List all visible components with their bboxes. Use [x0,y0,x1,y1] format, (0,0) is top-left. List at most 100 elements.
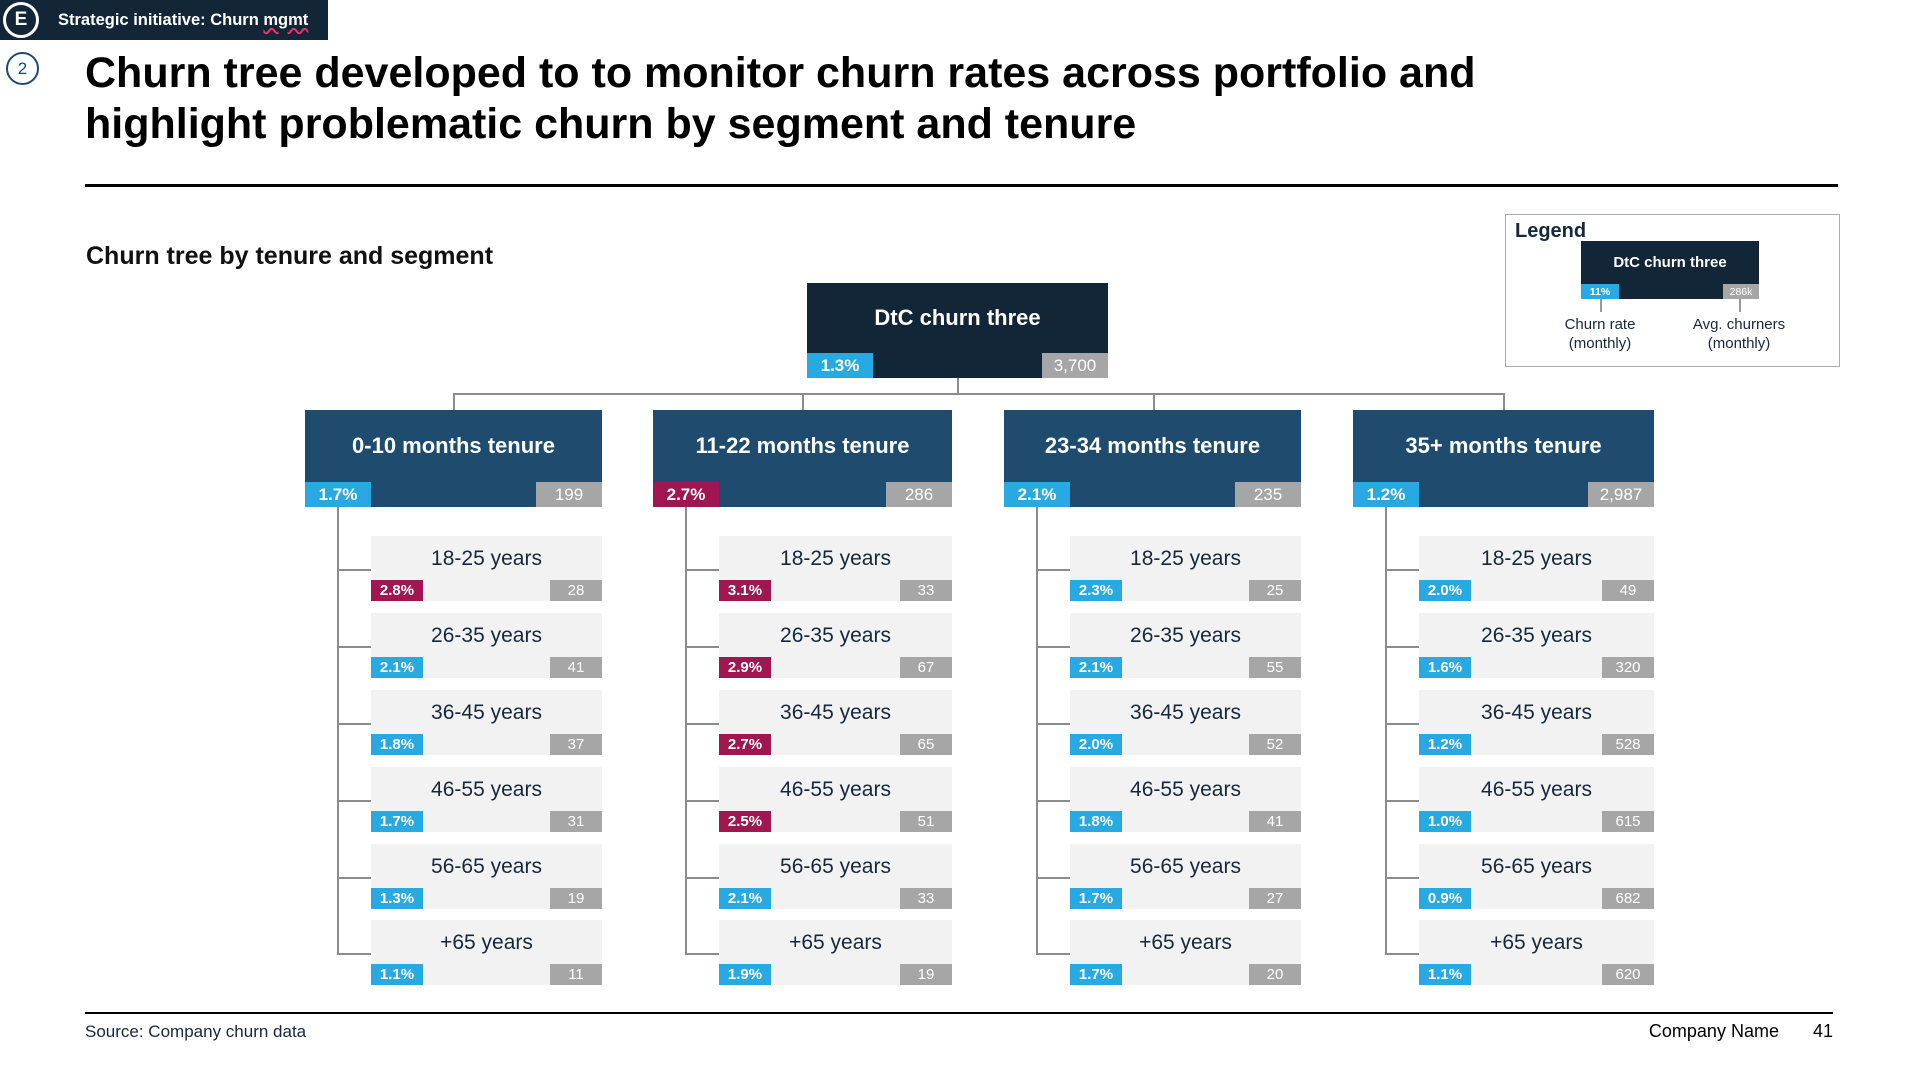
branch-label: 0-10 months tenure [352,433,555,458]
connector-line [1036,507,1038,955]
leaf-label: 26-35 years [1481,624,1592,647]
leaf-node: 56-65 years 1.3% 19 [371,844,602,909]
leaf-churners-badge: 55 [1249,657,1301,678]
legend-tick-line [1600,299,1602,312]
leaf-churners-badge: 620 [1602,964,1654,985]
leaf-churn-rate-badge: 2.1% [371,657,423,678]
chart-heading: Churn tree by tenure and segment [86,242,494,270]
legend-box: Legend DtC churn three 11% 286k Churn ra… [1505,214,1840,367]
leaf-node: 36-45 years 2.7% 65 [719,690,952,755]
leaf-churners-badge: 49 [1602,580,1654,601]
leaf-churners-badge: 51 [900,811,952,832]
branch-header: 35+ months tenure 1.2% 2,987 [1353,410,1654,507]
leaf-label: 56-65 years [780,855,891,878]
connector-line [685,723,719,725]
leaf-label: 46-55 years [1481,778,1592,801]
banner-title-misspelled-word: mgmt [263,10,309,29]
leaf-churners-badge: 37 [550,734,602,755]
leaf-churn-rate-badge: 1.7% [371,811,423,832]
leaf-churners-badge: 28 [550,580,602,601]
legend-tick-line [1739,299,1741,312]
connector-line [1036,569,1070,571]
leaf-node: 46-55 years 1.0% 615 [1419,767,1654,832]
leaf-node: 26-35 years 2.1% 55 [1070,613,1301,678]
leaf-churn-rate-badge: 1.9% [719,964,771,985]
leaf-churners-badge: 33 [900,580,952,601]
leaf-node: 36-45 years 1.8% 37 [371,690,602,755]
leaf-churn-rate-badge: 2.0% [1070,734,1122,755]
page-title-line1: Churn tree developed to to monitor churn… [85,49,1476,97]
legend-title: Legend [1515,220,1587,242]
root-node: DtC churn three 1.3% 3,700 [807,283,1108,378]
branch-churners-badge: 235 [1235,482,1301,507]
branch-churners-badge: 2,987 [1588,482,1654,507]
leaf-churners-badge: 25 [1249,580,1301,601]
leaf-churners-badge: 41 [550,657,602,678]
leaf-node: 46-55 years 1.7% 31 [371,767,602,832]
leaf-label: 56-65 years [1130,855,1241,878]
legend-churners-caption-line2: (monthly) [1707,335,1771,352]
leaf-churners-badge: 65 [900,734,952,755]
leaf-node: 36-45 years 2.0% 52 [1070,690,1301,755]
connector-line [1385,877,1419,879]
connector-line [1503,393,1505,411]
leaf-node: +65 years 1.7% 20 [1070,920,1301,985]
connector-line [337,507,339,955]
leaf-label: 18-25 years [780,547,891,570]
connector-line [337,646,371,648]
legend-churners-badge: 286k [1723,284,1759,299]
leaf-churn-rate-badge: 1.8% [1070,811,1122,832]
connector-line [1036,646,1070,648]
leaf-churn-rate-badge: 3.1% [719,580,771,601]
leaf-node: 46-55 years 2.5% 51 [719,767,952,832]
leaf-label: 26-35 years [780,624,891,647]
leaf-churners-badge: 27 [1249,888,1301,909]
connector-line [1385,569,1419,571]
root-churners-badge: 3,700 [1042,353,1108,378]
company-name: Company Name [1648,1021,1779,1041]
legend-rate-caption-line2: (monthly) [1568,335,1632,352]
branch-churn-rate-badge: 1.7% [305,482,371,507]
leaf-churn-rate-badge: 2.8% [371,580,423,601]
leaf-node: 56-65 years 1.7% 27 [1070,844,1301,909]
source-note: Source: Company churn data [85,1022,307,1041]
leaf-churners-badge: 11 [550,964,602,985]
leaf-node: +65 years 1.1% 11 [371,920,602,985]
page-title-line2: highlight problematic churn by segment a… [85,100,1137,148]
header-banner: Strategic initiative: Churn mgmt [0,0,329,40]
connector-line [685,800,719,802]
connector-line [1036,877,1070,879]
branch-churn-rate-badge: 2.7% [653,482,719,507]
leaf-churn-rate-badge: 1.8% [371,734,423,755]
leaf-label: +65 years [1139,931,1232,954]
branch-node-11-22-months: 11-22 months tenure 2.7% 286 18-25 years… [653,410,952,1010]
connector-line [1385,646,1419,648]
leaf-label: 46-55 years [431,778,542,801]
leaf-churn-rate-badge: 1.0% [1419,811,1471,832]
leaf-churners-badge: 31 [550,811,602,832]
legend-sample-node-label: DtC churn three [1613,254,1727,271]
leaf-label: +65 years [789,931,882,954]
root-node-label: DtC churn three [874,305,1041,330]
leaf-label: 36-45 years [780,701,891,724]
leaf-node: 26-35 years 1.6% 320 [1419,613,1654,678]
leaf-label: 46-55 years [780,778,891,801]
connector-line [337,953,371,955]
branch-label: 11-22 months tenure [695,433,910,458]
connector-line [453,393,1505,395]
page-title: Churn tree developed to to monitor churn… [85,48,1476,150]
leaf-label: 56-65 years [1481,855,1592,878]
connector-line [1036,800,1070,802]
leaf-node: +65 years 1.1% 620 [1419,920,1654,985]
legend-rate-badge: 11% [1581,284,1619,299]
leaf-label: +65 years [1490,931,1583,954]
footer-divider [85,1012,1833,1014]
title-divider [85,184,1838,187]
leaf-churn-rate-badge: 2.1% [1070,657,1122,678]
leaf-churn-rate-badge: 1.3% [371,888,423,909]
legend-churners-caption: Avg. churners (monthly) [1659,315,1819,353]
leaf-label: 36-45 years [431,701,542,724]
leaf-label: +65 years [440,931,533,954]
root-churn-rate-badge: 1.3% [807,353,873,378]
